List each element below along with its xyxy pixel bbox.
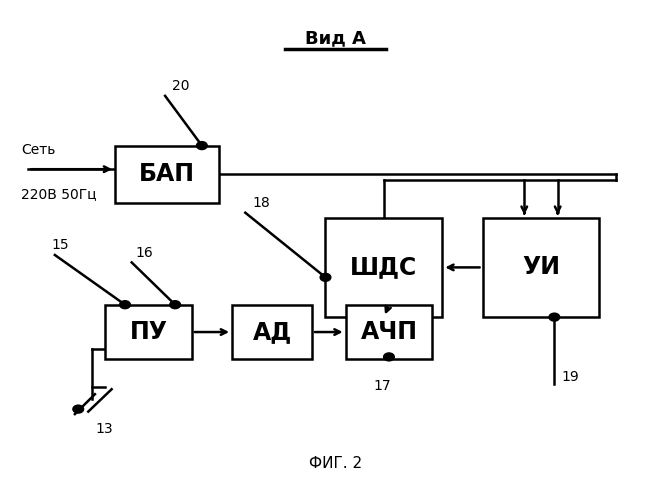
Bar [105, 304, 192, 360]
Circle shape [197, 142, 207, 150]
Text: 15: 15 [52, 238, 69, 252]
Text: УИ: УИ [522, 256, 560, 280]
Text: АД: АД [252, 320, 292, 344]
Text: Сеть: Сеть [21, 143, 56, 157]
Circle shape [170, 300, 180, 308]
Text: ФИГ. 2: ФИГ. 2 [309, 456, 362, 471]
Circle shape [73, 405, 84, 413]
Text: Вид А: Вид А [305, 28, 366, 46]
Circle shape [384, 353, 395, 361]
Circle shape [320, 274, 331, 281]
Text: 220В 50Гц: 220В 50Гц [21, 186, 97, 200]
Bar [325, 218, 442, 317]
Text: БАП: БАП [139, 162, 195, 186]
Text: 20: 20 [172, 80, 189, 94]
Circle shape [549, 313, 560, 321]
Text: 16: 16 [135, 246, 153, 260]
Bar [115, 146, 219, 203]
Circle shape [119, 300, 130, 308]
Text: АЧП: АЧП [360, 320, 417, 344]
Text: 18: 18 [252, 196, 270, 210]
Bar [482, 218, 599, 317]
Text: 13: 13 [95, 422, 113, 436]
Bar [232, 304, 312, 360]
Text: ПУ: ПУ [130, 320, 167, 344]
Text: 19: 19 [561, 370, 579, 384]
Text: 17: 17 [374, 380, 391, 394]
Text: ШДС: ШДС [350, 256, 417, 280]
Bar [346, 304, 432, 360]
